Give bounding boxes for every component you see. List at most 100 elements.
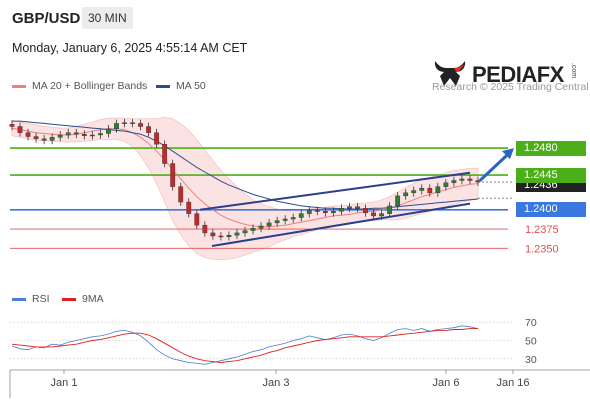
candle-body-49: [403, 192, 409, 197]
candle-body-2: [25, 132, 31, 137]
x-tick-label-0: Jan 1: [51, 377, 78, 389]
candle-body-21: [178, 186, 184, 203]
legend-rsi-swatch: [12, 297, 26, 301]
candle-body-6: [57, 134, 63, 138]
candle-body-55: [451, 180, 457, 183]
candle-body-20: [170, 163, 176, 187]
level-label-4: 1.2350: [525, 243, 559, 255]
candle-body-53: [435, 186, 441, 194]
candle-body-43: [355, 206, 360, 209]
candle-body-41: [339, 208, 344, 212]
candle-body-22: [186, 201, 192, 214]
candle-body-7: [65, 132, 71, 136]
candle-body-58: [475, 180, 481, 183]
ma50-line: [12, 120, 479, 210]
projection-arrow-shaft: [478, 153, 510, 182]
channel-upper-line: [199, 171, 471, 211]
candle-body-10: [89, 134, 95, 137]
candle-body-3: [33, 136, 39, 140]
symbol-title: GBP/USD: [12, 10, 81, 27]
candle-body-44: [363, 208, 368, 214]
candle-body-18: [154, 132, 160, 145]
candle-body-11: [97, 133, 103, 136]
candle-body-42: [347, 206, 352, 209]
legend-9ma-label: 9MA: [82, 293, 104, 305]
candle-body-30: [250, 228, 256, 231]
candle-body-4: [41, 138, 47, 141]
last-price-box: 1.2436: [516, 182, 586, 192]
candle-body-33: [274, 220, 280, 224]
candle-body-57: [467, 178, 473, 181]
bollinger-band: [11, 116, 479, 261]
candle-body-37: [306, 210, 312, 214]
level-box-1: 1.2445: [516, 167, 586, 183]
x-tick-label-2: Jan 6: [433, 377, 460, 389]
bull-logo-icon: [434, 61, 466, 86]
candle-body-48: [395, 195, 401, 207]
rsi-tick-2: 30: [525, 354, 537, 366]
rsi-ma9-line: [11, 328, 478, 363]
legend-rsi: RSI: [12, 293, 50, 305]
candle-body-46: [379, 213, 384, 217]
x-tick-label-3: Jan 16: [496, 377, 529, 389]
candle-body-52: [427, 187, 433, 194]
legend-rsi-label: RSI: [32, 293, 50, 305]
rsi-tick-1: 50: [525, 336, 537, 348]
candle-body-24: [202, 224, 208, 234]
datetime-label: Monday, January 6, 2025 4:55:14 AM CET: [12, 41, 248, 55]
candle-body-8: [73, 132, 79, 135]
candle-body-56: [459, 178, 465, 181]
candle-body-29: [242, 230, 248, 234]
legend-ma50: MA 50: [156, 80, 206, 92]
candle-body-36: [298, 213, 304, 218]
candle-body-34: [282, 218, 288, 221]
legend-9ma: 9MA: [62, 293, 104, 305]
x-tick-label-1: Jan 3: [263, 377, 290, 389]
candle-body-31: [258, 225, 264, 229]
legend-9ma-swatch: [62, 297, 76, 301]
candle-body-40: [330, 211, 336, 214]
candle-body-39: [322, 211, 328, 214]
candle-body-9: [81, 134, 87, 136]
legend-ma20: MA 20 + Bollinger Bands: [12, 80, 147, 92]
rsi-line: [11, 325, 479, 365]
level-label-3: 1.2375: [525, 224, 559, 236]
candle-body-47: [387, 205, 393, 214]
ma20-line: [11, 127, 479, 228]
timeframe-badge[interactable]: 30 MIN: [82, 7, 133, 29]
projection-arrow-head: [502, 148, 514, 160]
candle-body-32: [266, 222, 272, 227]
legend-ma50-label: MA 50: [176, 80, 206, 92]
channel-lower-line: [211, 202, 471, 247]
brand-name: PEDIAFX: [472, 62, 564, 87]
candle-body-5: [49, 137, 55, 141]
candle-body-45: [371, 212, 376, 217]
candle-body-1: [17, 126, 23, 133]
candle-body-38: [314, 210, 320, 212]
candle-body-12: [106, 128, 111, 134]
candle-body-50: [411, 190, 417, 194]
legend-ma20-swatch: [12, 84, 26, 88]
candle-body-51: [419, 187, 425, 191]
candle-body-25: [210, 232, 216, 237]
candle-body-19: [162, 144, 168, 164]
candle-body-0: [9, 124, 15, 127]
candle-body-27: [226, 235, 232, 237]
legend-ma20-label: MA 20 + Bollinger Bands: [32, 80, 148, 92]
rsi-tick-0: 70: [525, 317, 537, 329]
candle-body-16: [138, 123, 143, 127]
legend-ma50-swatch: [156, 84, 170, 88]
candle-body-26: [218, 235, 224, 238]
candle-body-15: [130, 122, 135, 124]
candle-body-23: [194, 213, 200, 226]
candle-body-13: [114, 123, 119, 130]
level-box-2: 1.2400: [516, 202, 586, 218]
copyright-watermark: Research © 2025 Trading Central: [432, 81, 589, 93]
candle-body-17: [146, 126, 151, 133]
candle-body-14: [122, 122, 127, 124]
level-box-0: 1.2480: [516, 140, 586, 156]
candle-body-28: [234, 232, 240, 236]
candle-body-35: [290, 217, 296, 220]
